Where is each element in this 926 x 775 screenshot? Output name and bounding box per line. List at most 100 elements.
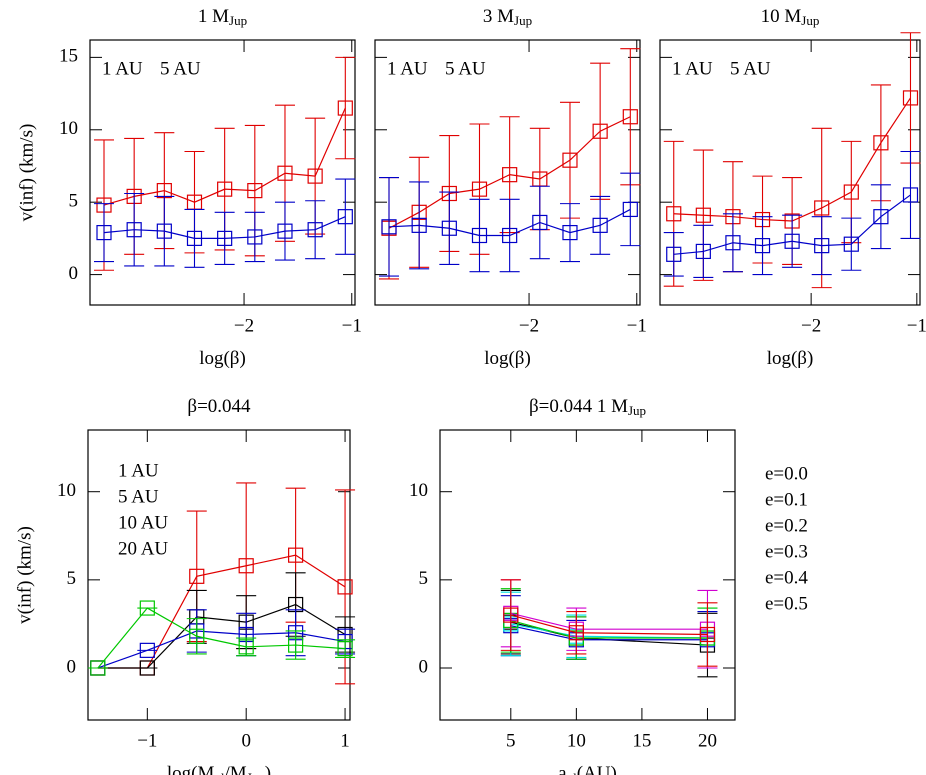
point-marker [217, 181, 233, 197]
point-marker [288, 547, 304, 563]
series-line [97, 630, 346, 669]
plot-frame [374, 39, 641, 306]
error-bar [500, 579, 521, 651]
text-part: log(M [167, 763, 215, 775]
error-bar [335, 639, 356, 658]
text-part: 10 M [761, 6, 802, 27]
text-part: /M [225, 763, 247, 775]
error-bar [811, 216, 832, 276]
point-marker [337, 100, 353, 116]
y-tick-label: 5 [67, 568, 77, 589]
y-tick-label: 15 [59, 46, 78, 67]
point-marker [902, 90, 919, 106]
panel-title: 10 MJup [761, 6, 820, 28]
error-bar [124, 192, 145, 267]
legend-entry: e=0.4 [765, 567, 808, 588]
error-bar [529, 185, 550, 260]
legend-entry: 1 AU [387, 58, 428, 79]
point-marker [186, 230, 203, 246]
plot-frame [659, 39, 921, 306]
point-marker [814, 238, 830, 254]
x-tick-label: −1 [627, 315, 647, 336]
point-marker [307, 222, 323, 238]
point-marker [277, 165, 293, 181]
point-marker [277, 223, 293, 239]
point-marker [337, 579, 353, 595]
point-marker [337, 209, 353, 225]
point-marker [622, 201, 638, 218]
legend-entry: 1 AU [102, 58, 143, 79]
y-tick-label: 10 [409, 480, 428, 501]
series-line [510, 612, 708, 630]
legend-entry: e=0.3 [765, 541, 808, 562]
series-line [97, 603, 346, 669]
error-bar [841, 217, 862, 271]
text-part: log(β) [484, 348, 531, 369]
point-marker [90, 660, 106, 676]
subscript: Jup [628, 403, 646, 418]
point-marker [471, 181, 488, 197]
point-marker [873, 209, 889, 225]
point-marker [666, 246, 682, 262]
point-marker [139, 660, 155, 676]
error-bar [285, 630, 306, 660]
point-marker [381, 219, 397, 235]
error-bar [305, 200, 326, 260]
point-marker [337, 641, 353, 657]
error-bar [214, 211, 235, 266]
error-bar [469, 198, 490, 273]
y-tick-label: 0 [69, 263, 79, 284]
subscript: Jup [801, 13, 819, 28]
y-axis-label: v(inf) (km/s) [14, 526, 35, 624]
error-bar [335, 178, 356, 255]
point-marker [532, 214, 548, 231]
legend-entry: 5 AU [118, 486, 159, 507]
point-marker [725, 235, 741, 251]
point-marker [873, 135, 889, 151]
point-marker [562, 224, 578, 241]
error-bar [752, 216, 773, 276]
point-marker [902, 187, 919, 203]
plot-frame [89, 39, 356, 306]
error-bar [154, 195, 175, 267]
error-bar [620, 172, 641, 247]
x-tick-label: 5 [506, 730, 516, 751]
point-marker [843, 184, 859, 200]
text-part: β=0.044 1 M [529, 396, 628, 417]
y-tick-label: 10 [59, 118, 78, 139]
text-part: ) [265, 763, 271, 775]
x-tick-label: −2 [801, 315, 821, 336]
x-tick-label: 1 [340, 730, 350, 751]
x-axis-label: log(β) [199, 348, 246, 369]
point-marker [238, 639, 254, 655]
point-marker [156, 223, 172, 239]
point-marker [568, 625, 584, 641]
point-marker [622, 109, 638, 125]
point-marker [189, 628, 205, 644]
x-axis-label: log(β) [767, 348, 814, 369]
y-tick-label: 0 [67, 656, 77, 677]
error-bar [184, 208, 205, 268]
plot-frame [439, 429, 736, 721]
point-marker [784, 233, 800, 249]
point-marker [307, 168, 323, 184]
legend-entry: 5 AU [730, 58, 771, 79]
error-bar [566, 611, 587, 655]
x-axis-label: apl(AU) [558, 763, 617, 775]
x-axis-label: log(Mpl/MJup) [167, 763, 271, 775]
point-marker [247, 229, 263, 245]
error-bar [409, 181, 430, 270]
error-bar [236, 637, 257, 657]
point-marker [247, 183, 263, 199]
x-tick-label: −2 [234, 315, 254, 336]
point-marker [699, 626, 716, 643]
error-bar [499, 198, 520, 273]
error-bar [379, 177, 400, 277]
text-part: log(β) [199, 348, 246, 369]
panel-title: β=0.044 1 MJup [529, 396, 646, 418]
series-line [510, 623, 708, 639]
point-marker [814, 200, 830, 216]
text-part: (AU) [577, 763, 617, 775]
error-bar [722, 213, 743, 273]
